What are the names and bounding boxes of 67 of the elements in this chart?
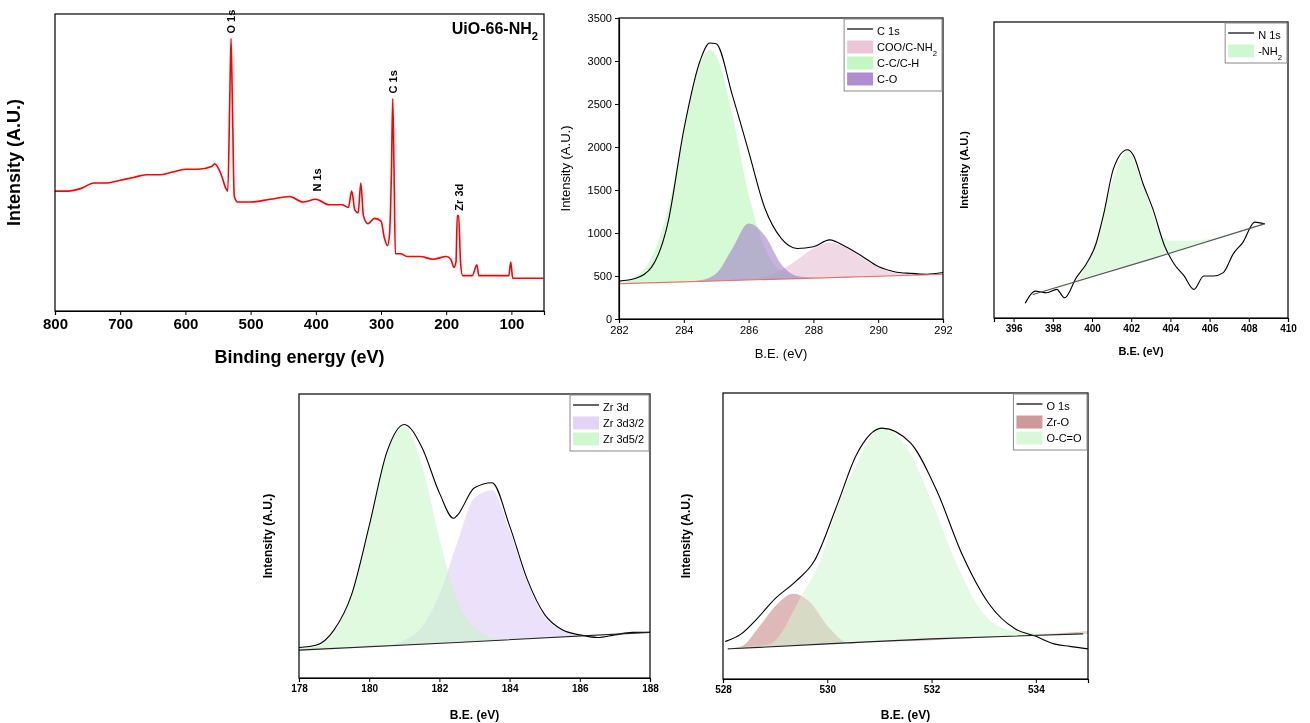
- x-tick-label: 182: [431, 683, 449, 695]
- x-tick-label: 300: [368, 314, 395, 332]
- x-tick-label: 402: [1123, 323, 1141, 335]
- x-tick-label: 290: [869, 323, 888, 336]
- legend-label: O 1s: [1046, 399, 1071, 412]
- x-tick-label: 534: [1028, 684, 1046, 696]
- x-tick-label: 500: [238, 314, 264, 332]
- annotation: C 1s: [386, 70, 399, 94]
- x-tick-label: 400: [303, 314, 329, 332]
- x-tick-label: 600: [173, 314, 199, 332]
- y-tick-label: 2000: [587, 141, 612, 154]
- y-tick-label: 0: [605, 313, 612, 326]
- x-axis-title: B.E. (eV): [754, 346, 808, 361]
- x-tick-label: 100: [499, 314, 525, 332]
- x-tick-label: 800: [42, 314, 69, 332]
- annotation: Zr 3d: [452, 183, 465, 211]
- y-tick-label: 3500: [587, 12, 612, 25]
- x-tick-label: 200: [434, 314, 460, 332]
- x-tick-label: 530: [819, 684, 837, 696]
- x-tick-label: 178: [291, 683, 309, 695]
- legend-label: C-C/C-H: [877, 56, 920, 69]
- x-axis-title: B.E. (eV): [1118, 345, 1164, 357]
- x-tick-label: 408: [1240, 323, 1259, 335]
- y-tick-label: 500: [593, 270, 612, 283]
- x-tick-label: 288: [804, 323, 824, 336]
- legend-label: Zr 3d3/2: [603, 416, 644, 429]
- x-tick-label: 404: [1162, 323, 1180, 335]
- y-axis-title: Intensity (A.U.): [958, 130, 970, 209]
- legend-label: -NH$_{2}$: [1258, 44, 1282, 62]
- x-tick-label: 410: [1280, 323, 1298, 335]
- x-tick-label: 406: [1201, 323, 1219, 335]
- y-tick-label: 3000: [587, 55, 612, 68]
- y-tick-label: 2500: [587, 98, 612, 111]
- legend-label: Zr 3d: [603, 400, 629, 413]
- x-axis-title: B.E. (eV): [449, 708, 500, 722]
- x-tick-label: 400: [1084, 323, 1102, 335]
- legend-label: N 1s: [1258, 28, 1282, 41]
- y-tick-label: 1500: [587, 184, 612, 197]
- annotation: N 1s: [311, 168, 324, 192]
- x-tick-label: 528: [715, 684, 733, 696]
- legend-label: Zr 3d5/2: [603, 432, 644, 445]
- legend-label: Zr-O: [1046, 415, 1070, 428]
- y-tick-label: 1000: [587, 227, 612, 240]
- x-tick-label: 286: [739, 323, 759, 336]
- x-tick-label: 188: [642, 683, 660, 695]
- legend-label: O-C=O: [1046, 431, 1082, 444]
- annotation: O 1s: [225, 9, 238, 34]
- x-tick-label: 180: [361, 683, 379, 695]
- x-tick-label: 184: [501, 683, 519, 695]
- legend-label: C 1s: [877, 24, 901, 37]
- y-axis-title: Intensity (A.U.): [558, 125, 573, 212]
- legend-label: COO/C-NH$_{2}$: [877, 40, 937, 58]
- legend-label: C-O: [877, 72, 898, 85]
- chart-title: UiO-66-NH$_{2}$: [451, 20, 538, 42]
- x-tick-label: 284: [675, 323, 694, 336]
- x-tick-label: 396: [1005, 323, 1023, 335]
- x-tick-label: 186: [571, 683, 590, 695]
- x-tick-label: 292: [934, 323, 953, 336]
- x-axis-title: Binding energy (eV): [214, 347, 385, 367]
- x-tick-label: 398: [1044, 323, 1063, 335]
- x-tick-label: 282: [610, 323, 629, 336]
- x-axis-title: B.E. (eV): [880, 708, 931, 722]
- x-tick-label: 532: [923, 684, 941, 696]
- y-axis-title: Intensity (A.U.): [261, 493, 275, 579]
- x-tick-label: 700: [108, 314, 134, 332]
- y-axis-title: Intensity (A.U.): [679, 493, 693, 579]
- y-axis-title: Intensity (A.U.): [4, 98, 24, 227]
